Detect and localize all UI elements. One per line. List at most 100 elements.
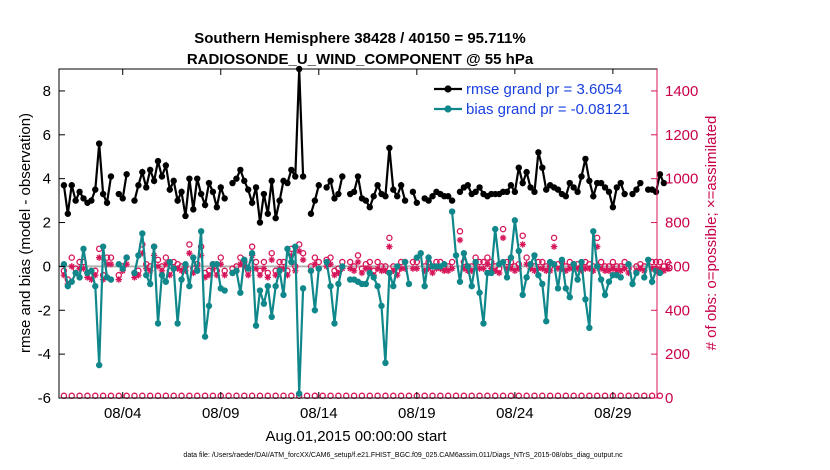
bias-point [499, 258, 507, 266]
y2-axis-label: # of obs: o=possible; ×=assimilated [703, 116, 720, 351]
bias-point [535, 271, 542, 279]
obs-possible-point [107, 254, 115, 261]
bias-point [260, 300, 268, 307]
obs-assimilated-point [386, 243, 393, 250]
obs-possible-point [523, 254, 530, 261]
obs-assimilated-point [378, 267, 385, 274]
y-tick-label: -2 [38, 302, 51, 319]
rmse-point [609, 203, 617, 211]
obs-possible-point [597, 258, 605, 266]
rmse-point [621, 190, 628, 198]
y-axis-label: rmse and bias (model - observation) [17, 113, 34, 353]
rmse-point [503, 188, 511, 196]
rmse-point [601, 184, 609, 191]
rmse-point [401, 197, 409, 204]
rmse-point [80, 195, 87, 202]
rmse-point [425, 197, 432, 204]
bias-point [617, 274, 624, 281]
bias-point [335, 280, 342, 288]
bias-point [394, 263, 401, 270]
rmse-point [186, 175, 193, 182]
rmse-point [103, 199, 111, 206]
x-tick-label: 08/19 [398, 405, 436, 422]
legend-bias-label: bias grand pr = -0.08121 [466, 101, 630, 118]
obs-assimilated-point [429, 269, 436, 277]
bias-point [543, 318, 550, 325]
obs-possible-point [550, 234, 558, 242]
obs-possible-point [217, 254, 225, 261]
rmse-point [194, 175, 201, 182]
rmse-point [582, 155, 589, 163]
bias-point [594, 263, 601, 270]
rmse-point [60, 182, 68, 189]
y-tick-label: 2 [43, 215, 51, 232]
bias-point [464, 263, 471, 270]
x-tick-label: 08/29 [594, 405, 632, 422]
obs-assimilated-point [358, 269, 366, 277]
bias-point [425, 254, 432, 261]
obs-assimilated-point [256, 271, 264, 279]
bias-point [476, 289, 483, 296]
bias-point [284, 245, 291, 253]
bias-point [272, 282, 279, 290]
rmse-point [154, 157, 162, 165]
plot-area [59, 69, 657, 398]
bias-point [413, 254, 421, 261]
obs-possible-point [327, 254, 334, 261]
bias-point [480, 320, 487, 327]
rmse-point [637, 179, 644, 187]
rmse-point [272, 214, 279, 222]
rmse-point [150, 177, 158, 185]
obs-assimilated-point [154, 263, 162, 270]
y-tick-label: -4 [38, 346, 51, 363]
rmse-point [374, 182, 381, 189]
bias-point [605, 278, 613, 285]
x-tick-label: 08/14 [300, 405, 338, 422]
bias-point [331, 320, 338, 327]
bias-point [72, 269, 79, 277]
x-tick-label: 08/24 [496, 405, 534, 422]
rmse-point [382, 193, 389, 200]
rmse-point [394, 193, 401, 200]
obs-assimilated-point [264, 274, 272, 281]
chart-subtitle: RADIOSONDE_U_WIND_COMPONENT @ 55 hPa [187, 51, 534, 68]
rmse-point [515, 164, 522, 171]
obs-assimilated-point [331, 271, 338, 279]
rmse-point [397, 182, 405, 189]
bias-point [511, 217, 519, 224]
bias-point [629, 280, 636, 288]
obs-possible-point [354, 252, 362, 259]
bias-point [507, 254, 515, 261]
bias-point [515, 247, 522, 255]
rmse-point [472, 188, 479, 196]
bias-point [656, 269, 664, 277]
rmse-point [201, 201, 209, 209]
rmse-point [197, 190, 205, 198]
obs-possible-point [652, 258, 660, 266]
bias-point [590, 228, 597, 235]
bias-point [80, 245, 87, 253]
rmse-point [464, 182, 471, 189]
obs-possible-point [276, 258, 283, 266]
rmse-point [123, 171, 130, 178]
bias-point [315, 265, 322, 272]
rmse-point [233, 175, 240, 182]
bias-point [519, 291, 526, 299]
bias-point [562, 285, 570, 292]
bias-point [468, 282, 475, 290]
y2-tick-label: 1200 [665, 127, 698, 144]
obs-possible-point [346, 258, 354, 266]
obs-zero-point [656, 392, 664, 400]
rmse-point [107, 173, 115, 180]
obs-assimilated-point [299, 256, 307, 264]
obs-possible-point [68, 254, 75, 261]
rmse-point [444, 193, 452, 200]
bias-point [641, 274, 648, 281]
x-axis-label: Aug.01,2015 00:00:00 start [266, 428, 448, 445]
legend-box [432, 74, 650, 118]
bias-point [648, 278, 656, 285]
bias-point [170, 265, 177, 272]
bias-point [256, 287, 264, 294]
bias-point [366, 269, 373, 277]
